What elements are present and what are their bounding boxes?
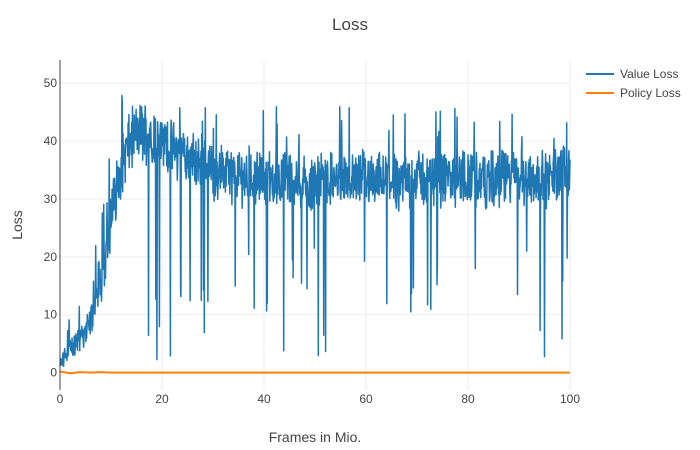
x-tick-label: 60: [359, 392, 373, 406]
x-tick-label: 20: [155, 392, 169, 406]
legend: Value Loss Policy Loss: [586, 67, 681, 100]
x-tick-label: 0: [57, 392, 64, 406]
plot-area: [59, 94, 571, 375]
y-tick-label: 30: [44, 192, 58, 206]
y-tick-label: 50: [44, 76, 58, 90]
y-axis-title: Loss: [9, 210, 25, 240]
y-tick-label: 10: [44, 308, 58, 322]
x-tick-label: 40: [257, 392, 271, 406]
x-tick-label: 100: [560, 392, 580, 406]
y-tick-label: 0: [50, 366, 57, 380]
x-axis-title: Frames in Mio.: [269, 429, 362, 445]
y-tick-label: 20: [44, 250, 58, 264]
series-line-policy-loss: [59, 370, 570, 375]
legend-label-value-loss: Value Loss: [620, 67, 678, 81]
x-tick-label: 80: [461, 392, 475, 406]
legend-label-policy-loss: Policy Loss: [620, 86, 681, 100]
legend-item-policy-loss[interactable]: Policy Loss: [586, 86, 681, 100]
axes: 0 20 40 60 80 100 0 10 20 30 40 50: [44, 60, 580, 406]
chart-title: Loss: [332, 15, 368, 34]
series-line-value-loss: [59, 94, 571, 368]
y-tick-label: 40: [44, 134, 58, 148]
legend-item-value-loss[interactable]: Value Loss: [586, 67, 678, 81]
